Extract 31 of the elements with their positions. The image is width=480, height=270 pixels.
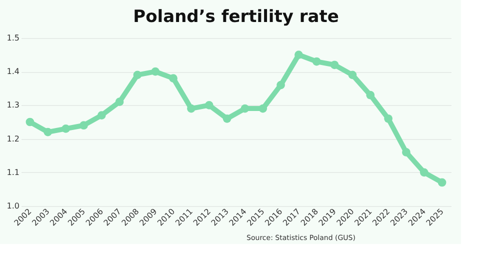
y-tick-label: 1.5 [6, 34, 20, 42]
point [402, 148, 410, 156]
point [80, 121, 88, 130]
point [44, 128, 52, 136]
point [438, 178, 446, 187]
point [97, 111, 106, 120]
point [258, 104, 268, 113]
point [276, 80, 285, 90]
point [133, 70, 142, 80]
point [420, 168, 428, 177]
point [187, 104, 196, 113]
y-tick-label: 1.1 [6, 168, 20, 177]
y-tick-label: 1.2 [6, 134, 20, 144]
point [240, 104, 250, 113]
point [62, 124, 70, 133]
point [312, 57, 321, 66]
point [330, 60, 339, 70]
point [204, 101, 214, 110]
point [169, 74, 178, 82]
point [151, 67, 160, 76]
y-tick-label: 1.3 [6, 100, 20, 110]
point [26, 118, 34, 126]
point [366, 90, 375, 100]
y-tick-label: 1.0 [6, 202, 20, 210]
point [115, 98, 124, 106]
point [222, 114, 232, 123]
point [384, 114, 392, 123]
y-tick-label: 1.4 [6, 67, 20, 76]
point [294, 50, 303, 59]
chart-title: Poland’s fertility rate [133, 7, 339, 27]
point [348, 70, 357, 80]
